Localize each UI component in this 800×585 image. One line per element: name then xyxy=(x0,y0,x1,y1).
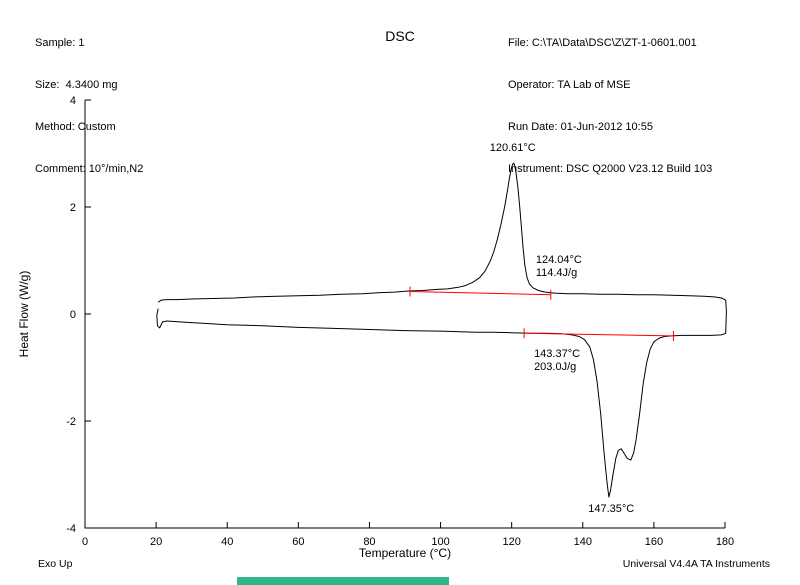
melting-peak-label: 147.35°C xyxy=(588,503,634,515)
comment-line: Comment: 10°/min,N2 xyxy=(35,163,144,175)
y-tick-label: 2 xyxy=(70,202,76,214)
size-line: Size: 4.3400 mg xyxy=(35,79,118,91)
melting-enthalpy-label: 143.37°C 203.0J/g xyxy=(534,348,580,373)
x-tick-label: 60 xyxy=(292,536,304,548)
y-tick-label: -2 xyxy=(66,416,76,428)
tick-marks xyxy=(84,99,726,529)
sample-info-block: Sample: 1 Size: 4.3400 mg Method: Custom… xyxy=(35,8,143,204)
crystallization-baseline xyxy=(409,286,552,300)
chart-title: DSC xyxy=(385,28,415,44)
x-tick-label: 0 xyxy=(82,536,88,548)
y-tick-label: -4 xyxy=(66,523,76,535)
y-tick-label: 4 xyxy=(70,95,76,107)
axes xyxy=(84,100,725,529)
crystallization-enthalpy-label: 124.04°C 114.4J/g xyxy=(536,254,582,279)
file-info-block: File: C:\TA\Data\DSC\Z\ZT-1-0601.001 Ope… xyxy=(508,8,712,204)
instrument-line: Instrument: DSC Q2000 V23.12 Build 103 xyxy=(508,163,713,175)
x-tick-label: 80 xyxy=(363,536,375,548)
x-tick-label: 140 xyxy=(574,536,592,548)
y-tick-label: 0 xyxy=(70,309,76,321)
x-tick-label: 180 xyxy=(716,536,734,548)
x-tick-label: 100 xyxy=(431,536,449,548)
melting-baseline xyxy=(523,328,674,341)
x-tick-label: 120 xyxy=(502,536,520,548)
dsc-curve xyxy=(156,162,727,498)
method-line: Method: Custom xyxy=(35,121,116,133)
x-tick-label: 160 xyxy=(645,536,663,548)
run-date-line: Run Date: 01-Jun-2012 10:55 xyxy=(508,121,653,133)
software-label: Universal V4.4A TA Instruments xyxy=(622,558,770,570)
x-tick-label: 20 xyxy=(150,536,162,548)
x-tick-label: 40 xyxy=(221,536,233,548)
sample-line: Sample: 1 xyxy=(35,37,85,49)
crystallization-peak-label: 120.61°C xyxy=(490,142,536,154)
y-axis-label: Heat Flow (W/g) xyxy=(17,270,31,358)
operator-line: Operator: TA Lab of MSE xyxy=(508,79,631,91)
exo-up-label: Exo Up xyxy=(38,558,73,570)
x-axis-label: Temperature (°C) xyxy=(358,546,452,560)
file-line: File: C:\TA\Data\DSC\Z\ZT-1-0601.001 xyxy=(508,37,697,49)
bottom-green-bar xyxy=(237,577,449,585)
